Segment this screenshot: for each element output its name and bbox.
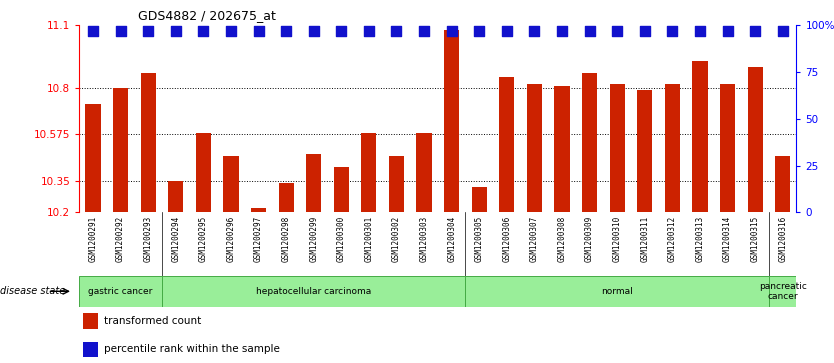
Text: GSM1200311: GSM1200311 — [641, 216, 649, 262]
Text: GSM1200314: GSM1200314 — [723, 216, 732, 262]
Point — [389, 28, 403, 34]
Bar — [610, 83, 625, 212]
Point — [445, 28, 459, 34]
Bar — [747, 67, 762, 212]
Text: GSM1200309: GSM1200309 — [585, 216, 594, 262]
Point — [224, 28, 238, 34]
Bar — [361, 134, 376, 212]
Text: GSM1200300: GSM1200300 — [337, 216, 346, 262]
Bar — [279, 183, 294, 212]
Bar — [196, 134, 211, 212]
Bar — [334, 167, 349, 212]
Bar — [251, 208, 266, 212]
Bar — [465, 276, 769, 307]
Text: gastric cancer: gastric cancer — [88, 287, 153, 296]
Point — [473, 28, 486, 34]
Text: GSM1200313: GSM1200313 — [696, 216, 705, 262]
Text: GSM1200306: GSM1200306 — [502, 216, 511, 262]
Text: GSM1200292: GSM1200292 — [116, 216, 125, 262]
Point — [114, 28, 128, 34]
Point — [528, 28, 541, 34]
Bar — [527, 83, 542, 212]
Bar — [83, 314, 98, 329]
Text: GSM1200291: GSM1200291 — [88, 216, 98, 262]
Point — [555, 28, 569, 34]
Bar — [444, 29, 460, 212]
Bar — [85, 104, 101, 212]
Bar — [472, 187, 487, 212]
Text: disease state: disease state — [0, 286, 65, 296]
Bar — [720, 83, 735, 212]
Point — [252, 28, 265, 34]
Point — [721, 28, 734, 34]
Text: pancreatic
cancer: pancreatic cancer — [759, 282, 806, 301]
Point — [693, 28, 706, 34]
Point — [417, 28, 430, 34]
Text: GSM1200299: GSM1200299 — [309, 216, 319, 262]
Bar — [775, 156, 791, 212]
Bar — [113, 88, 128, 212]
Point — [362, 28, 375, 34]
Point — [748, 28, 761, 34]
Bar — [168, 181, 183, 212]
Text: GSM1200298: GSM1200298 — [282, 216, 290, 262]
Point — [666, 28, 679, 34]
Point — [169, 28, 183, 34]
Bar — [162, 276, 465, 307]
Text: percentile rank within the sample: percentile rank within the sample — [104, 344, 280, 355]
Point — [87, 28, 100, 34]
Point — [583, 28, 596, 34]
Bar — [416, 134, 432, 212]
Point — [142, 28, 155, 34]
Point — [610, 28, 624, 34]
Point — [334, 28, 348, 34]
Text: GSM1200303: GSM1200303 — [420, 216, 429, 262]
Text: GSM1200310: GSM1200310 — [613, 216, 621, 262]
Text: GSM1200293: GSM1200293 — [143, 216, 153, 262]
Text: GSM1200301: GSM1200301 — [364, 216, 374, 262]
Bar — [79, 276, 162, 307]
Point — [500, 28, 514, 34]
Point — [279, 28, 293, 34]
Bar — [224, 156, 239, 212]
Text: GSM1200297: GSM1200297 — [254, 216, 263, 262]
Point — [307, 28, 320, 34]
Text: GSM1200305: GSM1200305 — [475, 216, 484, 262]
Text: GSM1200296: GSM1200296 — [227, 216, 235, 262]
Bar — [582, 73, 597, 212]
Text: normal: normal — [601, 287, 633, 296]
Bar — [637, 90, 652, 212]
Bar — [769, 276, 796, 307]
Text: hepatocellular carcinoma: hepatocellular carcinoma — [256, 287, 371, 296]
Text: GSM1200308: GSM1200308 — [557, 216, 566, 262]
Text: GSM1200316: GSM1200316 — [778, 216, 787, 262]
Text: GSM1200312: GSM1200312 — [668, 216, 677, 262]
Text: transformed count: transformed count — [104, 317, 202, 326]
Bar — [83, 342, 98, 357]
Bar — [555, 86, 570, 212]
Text: GSM1200304: GSM1200304 — [447, 216, 456, 262]
Text: GSM1200302: GSM1200302 — [392, 216, 401, 262]
Bar — [692, 61, 707, 212]
Bar — [500, 77, 515, 212]
Bar — [665, 83, 680, 212]
Bar — [389, 156, 404, 212]
Point — [776, 28, 789, 34]
Text: GSM1200307: GSM1200307 — [530, 216, 539, 262]
Point — [197, 28, 210, 34]
Text: GSM1200315: GSM1200315 — [751, 216, 760, 262]
Text: GDS4882 / 202675_at: GDS4882 / 202675_at — [138, 9, 275, 22]
Bar — [306, 154, 321, 212]
Text: GSM1200294: GSM1200294 — [171, 216, 180, 262]
Point — [638, 28, 651, 34]
Bar — [141, 73, 156, 212]
Text: GSM1200295: GSM1200295 — [198, 216, 208, 262]
